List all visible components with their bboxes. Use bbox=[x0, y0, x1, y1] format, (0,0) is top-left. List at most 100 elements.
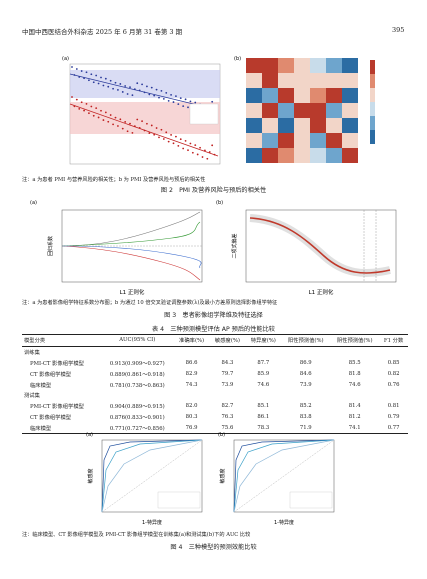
heat-cell bbox=[246, 133, 262, 148]
y-axis-label: 敏感度 bbox=[87, 468, 94, 483]
table-cell: 73.9 bbox=[299, 381, 312, 388]
color-scale bbox=[370, 130, 375, 144]
column-header: 特异度(%) bbox=[250, 338, 276, 345]
column-header: 阳性预测值(%) bbox=[287, 338, 324, 345]
heat-cell bbox=[278, 58, 294, 73]
fig4b: 1-特异度 敏感度 (b) bbox=[218, 432, 335, 526]
panel-label: (a) bbox=[86, 432, 93, 438]
dot bbox=[158, 136, 160, 139]
dot bbox=[109, 79, 112, 82]
heat-cell bbox=[278, 133, 294, 148]
dot bbox=[208, 151, 211, 153]
heat-cell bbox=[326, 103, 342, 118]
dot bbox=[177, 145, 180, 147]
roc-panel: 1-特异度 敏感度 bbox=[87, 439, 203, 526]
dot bbox=[189, 100, 192, 103]
dot bbox=[112, 123, 114, 126]
dot bbox=[170, 93, 172, 96]
dot bbox=[204, 149, 206, 152]
table-cell: 86.6 bbox=[185, 359, 198, 366]
coef-path bbox=[61, 245, 202, 269]
results-table: 模型分类 AUC(95% CI) 准确率(%) 敏感度(%) 特异度(%) 阳性预测值(%… bbox=[22, 334, 408, 434]
dot bbox=[119, 118, 122, 121]
heat-cell bbox=[294, 133, 310, 148]
dot bbox=[177, 103, 180, 106]
dot bbox=[155, 88, 158, 91]
scatter-dots bbox=[71, 66, 216, 160]
table-cell: 85.1 bbox=[257, 403, 270, 410]
table-cell: 73.9 bbox=[221, 381, 234, 388]
table-cell: 0.85 bbox=[387, 359, 400, 366]
dot bbox=[187, 106, 189, 109]
group-row: 测试集 bbox=[22, 390, 408, 401]
dot bbox=[124, 85, 127, 87]
table-cell: 76.9 bbox=[185, 424, 198, 431]
dot bbox=[85, 71, 88, 74]
dot bbox=[121, 127, 124, 130]
journal-header: 中国中西医结合外科杂志 2025 年 6 月第 31 卷第 3 期 bbox=[22, 28, 183, 36]
heat-cell bbox=[294, 118, 310, 133]
dot bbox=[71, 66, 73, 68]
dot bbox=[83, 77, 85, 80]
table-row: CT 影像组学模型 0.876(0.833～0.901) 80.3 76.3 86.1 8… bbox=[22, 411, 408, 422]
dot bbox=[141, 120, 143, 123]
dot bbox=[73, 105, 76, 108]
fig4a: 1-特异度 敏感度 (a) bbox=[86, 432, 203, 526]
dot bbox=[85, 102, 88, 105]
dot bbox=[95, 74, 98, 77]
heat-cell bbox=[310, 88, 326, 103]
column-header: 敏感度(%) bbox=[214, 338, 240, 345]
heat-cell bbox=[278, 118, 294, 133]
column-header: 模型分类 bbox=[24, 338, 46, 345]
dot bbox=[114, 116, 117, 119]
dot bbox=[75, 68, 78, 70]
group-row: 训练集 bbox=[22, 346, 408, 357]
dot bbox=[150, 124, 153, 127]
dot bbox=[182, 105, 185, 108]
color-scale bbox=[370, 74, 375, 88]
legend-box bbox=[157, 491, 201, 509]
fig2a: (a) bbox=[62, 56, 221, 165]
x-axis-label: L1 正则化 bbox=[309, 288, 334, 296]
table-cell: 81.2 bbox=[348, 413, 361, 420]
dot bbox=[165, 131, 168, 134]
dot bbox=[119, 83, 122, 85]
dot bbox=[184, 98, 187, 101]
fig2b: (b) bbox=[234, 56, 375, 163]
panel-label: (a) bbox=[62, 56, 69, 62]
table-cell: 0.904(0.889～0.915) bbox=[109, 404, 165, 411]
table-cell: 81.8 bbox=[348, 370, 361, 377]
dot bbox=[73, 74, 76, 76]
dot bbox=[129, 122, 131, 125]
table-cell: 80.3 bbox=[185, 413, 198, 420]
figure-caption: 图 2 PMI 及营养风险与预后的相关性 bbox=[160, 187, 267, 194]
dot bbox=[143, 129, 146, 132]
dot bbox=[71, 96, 73, 98]
dot bbox=[146, 122, 148, 125]
table-cell: 82.7 bbox=[221, 403, 234, 410]
column-header: 阴性预测值(%) bbox=[336, 338, 373, 345]
dot bbox=[75, 98, 78, 101]
dot bbox=[78, 108, 81, 110]
dot bbox=[148, 93, 151, 96]
heat-cell bbox=[246, 103, 262, 118]
fig3a: (a) L1 正则化 回归系数 bbox=[30, 200, 203, 296]
heat-cell bbox=[246, 148, 262, 163]
diagonal bbox=[101, 439, 203, 513]
table-row: PMI-CT 影像组学模型 0.904(0.889～0.915) 82.0 82.7 8… bbox=[22, 401, 408, 412]
panel-label: (b) bbox=[216, 200, 223, 206]
table-row: 临床模型 0.771(0.727～0.856) 76.9 75.6 78.3 71.9 74… bbox=[22, 422, 408, 434]
table-cell: 74.6 bbox=[348, 381, 361, 388]
dot bbox=[175, 95, 177, 97]
table-cell: 临床模型 bbox=[30, 425, 52, 432]
heat-cell bbox=[326, 88, 342, 103]
heat-cell bbox=[294, 103, 310, 118]
heat-cell bbox=[278, 73, 294, 88]
table-cell: 75.6 bbox=[221, 424, 234, 431]
cv-curve bbox=[249, 217, 391, 274]
column-header: AUC(95% CI) bbox=[119, 337, 156, 344]
table-cell: 0.913(0.909～0.927) bbox=[109, 360, 165, 367]
table-cell: 83.8 bbox=[299, 413, 312, 420]
heat-cell bbox=[294, 58, 310, 73]
panel-label: (b) bbox=[218, 432, 225, 438]
